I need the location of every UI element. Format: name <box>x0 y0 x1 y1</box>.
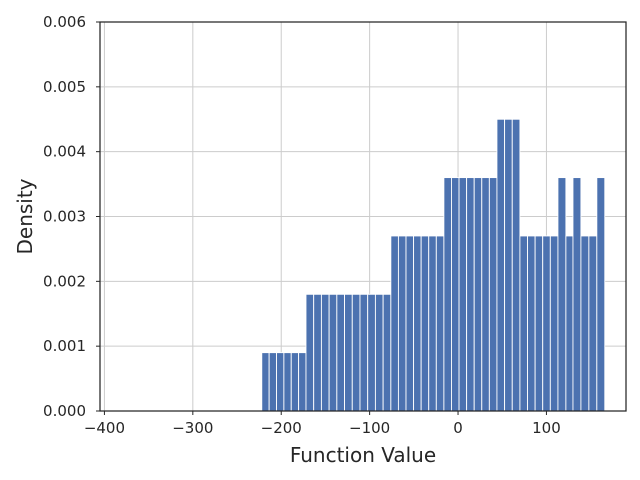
y-tick-label: 0.004 <box>43 143 86 161</box>
histogram-bar <box>276 352 285 412</box>
histogram-bar <box>382 293 392 412</box>
y-tick-label: 0.000 <box>43 402 86 420</box>
histogram-bar <box>336 293 346 412</box>
histogram-bar <box>596 177 606 412</box>
histogram-bar <box>268 352 277 412</box>
histogram-bar <box>359 293 369 412</box>
x-tick-label: −200 <box>261 419 302 437</box>
x-tick-label: 0 <box>453 419 463 437</box>
histogram-bar <box>435 235 445 412</box>
histogram-bar <box>420 235 430 412</box>
histogram-bar <box>367 293 376 412</box>
histogram-bar <box>344 293 353 412</box>
histogram-bar <box>443 177 452 412</box>
histogram-bar <box>458 177 468 412</box>
x-axis-label: Function Value <box>290 443 436 467</box>
histogram-bar <box>511 118 521 412</box>
histogram-bar <box>588 235 598 412</box>
histogram-bar <box>390 235 399 412</box>
histogram-bar <box>504 118 513 412</box>
x-axis-ticks: −400 −300 −200 −100 0 100 <box>84 411 561 437</box>
x-tick-label: −400 <box>84 419 125 437</box>
histogram-bar <box>298 352 307 412</box>
histogram-bar <box>519 235 528 412</box>
histogram-bar <box>572 177 582 412</box>
histogram-bar <box>481 177 490 412</box>
histogram-bar <box>580 235 590 412</box>
histogram-bar <box>488 177 498 412</box>
y-tick-label: 0.003 <box>43 208 86 226</box>
x-tick-label: −100 <box>349 419 390 437</box>
histogram-bar <box>527 235 536 412</box>
histogram-bar <box>473 177 483 412</box>
y-tick-label: 0.001 <box>43 337 86 355</box>
histogram-bar <box>283 352 292 412</box>
histogram-bar <box>565 235 574 412</box>
histogram-bar <box>405 235 415 412</box>
y-tick-label: 0.005 <box>43 78 86 96</box>
histogram-bar <box>428 235 437 412</box>
y-tick-label: 0.002 <box>43 272 86 290</box>
histogram-bar <box>534 235 544 412</box>
histogram-bar <box>351 293 361 412</box>
histogram-bar <box>261 352 270 412</box>
histogram-bar <box>496 118 506 412</box>
histogram-bar <box>413 235 422 412</box>
x-tick-label: 100 <box>532 419 561 437</box>
histogram-bar <box>397 235 407 412</box>
histogram-bar <box>305 293 315 412</box>
histogram-bars <box>261 118 606 412</box>
histogram-bar <box>320 293 330 412</box>
histogram-bar <box>374 293 384 412</box>
histogram-bar <box>451 177 460 412</box>
histogram-bar <box>542 235 551 412</box>
histogram-bar <box>557 177 567 412</box>
histogram-bar <box>313 293 322 412</box>
x-tick-label: −300 <box>172 419 213 437</box>
histogram-bar <box>549 235 559 412</box>
histogram-bar <box>466 177 475 412</box>
histogram-bar <box>290 352 300 412</box>
histogram-bar <box>328 293 338 412</box>
y-axis-ticks: 0.000 0.001 0.002 0.003 0.004 0.005 0.006 <box>43 13 100 420</box>
y-axis-label: Density <box>13 178 37 254</box>
y-tick-label: 0.006 <box>43 13 86 31</box>
